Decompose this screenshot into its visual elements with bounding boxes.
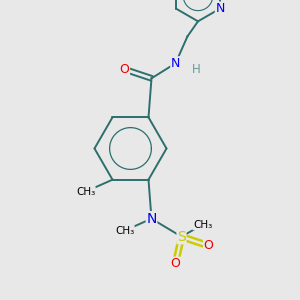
Text: H: H	[192, 63, 201, 76]
Text: CH₃: CH₃	[115, 226, 134, 236]
Text: CH₃: CH₃	[193, 220, 212, 230]
Text: N: N	[146, 212, 157, 226]
Text: O: O	[171, 257, 180, 270]
Text: N: N	[215, 2, 225, 15]
Text: S: S	[177, 230, 186, 244]
Text: CH₃: CH₃	[76, 187, 95, 197]
Text: N: N	[171, 57, 180, 70]
Text: O: O	[120, 63, 129, 76]
Text: O: O	[204, 239, 213, 252]
